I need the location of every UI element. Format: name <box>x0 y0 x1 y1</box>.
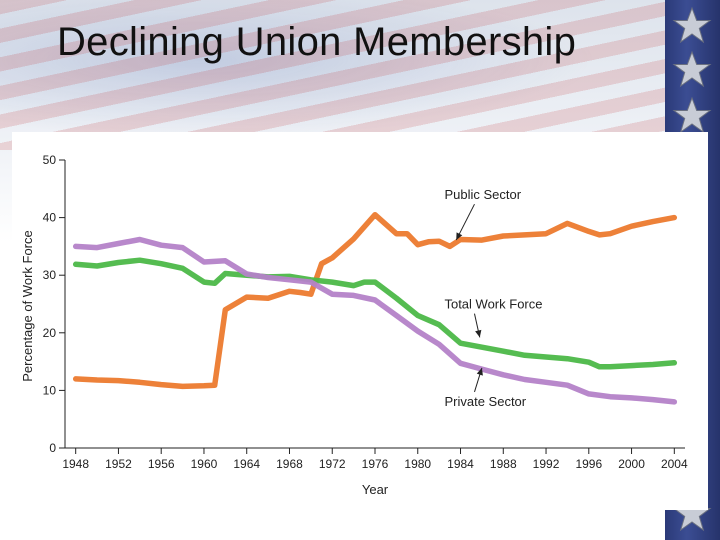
series-line-public-sector <box>72 211 678 390</box>
series-line-total-work-force <box>72 257 678 370</box>
x-tick-label: 1964 <box>233 457 260 471</box>
x-tick-label: 1996 <box>575 457 602 471</box>
x-tick-label: 2004 <box>661 457 688 471</box>
y-tick-label: 30 <box>43 268 57 282</box>
x-tick-label: 1952 <box>105 457 132 471</box>
flag-banner-image <box>0 0 665 150</box>
x-tick-label: 1984 <box>447 457 474 471</box>
x-tick-label: 1988 <box>490 457 517 471</box>
annotation-label: Public Sector <box>444 187 521 202</box>
chart-ticks: 0 10 20 30 40 50 1948 1952 1956 1960 1964 1968 1972 1… <box>43 153 688 471</box>
star-icon <box>672 50 712 88</box>
slide-title: Declining Union Membership <box>57 20 577 64</box>
x-axis-label: Year <box>362 482 389 497</box>
y-tick-label: 10 <box>43 383 57 397</box>
x-tick-label: 1948 <box>62 457 89 471</box>
y-axis-label: Percentage of Work Force <box>20 230 35 382</box>
chart-panel <box>12 132 708 510</box>
annotation-arrowhead <box>476 367 483 376</box>
x-tick-label: 1972 <box>319 457 346 471</box>
annotation-arrowhead <box>475 329 482 338</box>
x-tick-label: 1960 <box>191 457 218 471</box>
star-icon <box>672 6 712 44</box>
x-tick-label: 2000 <box>618 457 645 471</box>
chart-series <box>72 211 678 405</box>
star-icon <box>672 96 712 134</box>
x-tick-label: 1980 <box>404 457 431 471</box>
y-tick-label: 20 <box>43 326 57 340</box>
x-tick-label: 1992 <box>533 457 560 471</box>
chart-axes <box>64 160 685 449</box>
annotation-label: Total Work Force <box>444 297 542 312</box>
x-tick-label: 1976 <box>362 457 389 471</box>
x-tick-label: 1968 <box>276 457 303 471</box>
series-line-private-sector <box>72 236 678 405</box>
y-tick-label: 0 <box>49 441 56 455</box>
y-tick-label: 40 <box>43 211 57 225</box>
x-tick-label: 1956 <box>148 457 175 471</box>
chart-annotations: Public Sector Total Work Force Private Sec… <box>444 187 542 409</box>
annotation-arrowhead <box>456 232 463 241</box>
y-tick-label: 50 <box>43 153 57 167</box>
annotation-label: Private Sector <box>444 394 526 409</box>
